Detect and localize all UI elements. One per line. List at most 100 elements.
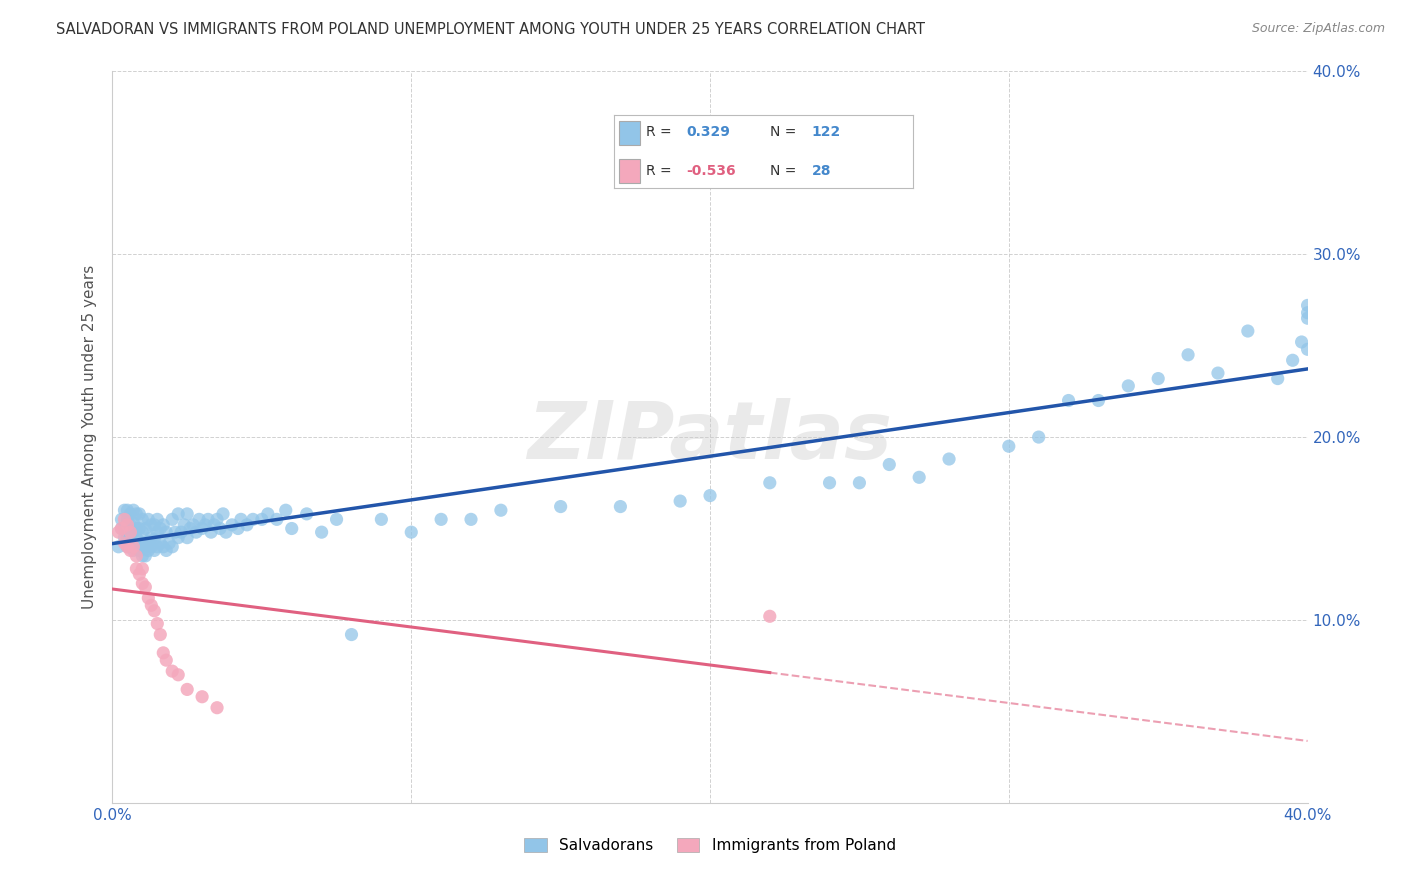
Point: [131, 525, 153, 540]
Point: [152, 540, 174, 554]
Point: [759, 609, 782, 624]
Point: [131, 540, 153, 554]
Point: [430, 512, 453, 526]
Point: [110, 521, 132, 535]
Point: [125, 549, 148, 563]
FancyBboxPatch shape: [619, 159, 640, 183]
Point: [117, 540, 139, 554]
Point: [107, 525, 129, 540]
Point: [759, 475, 782, 490]
Point: [114, 536, 135, 550]
Point: [176, 682, 198, 697]
Point: [122, 525, 145, 540]
Point: [176, 507, 198, 521]
Text: 122: 122: [811, 126, 841, 139]
Point: [609, 500, 631, 514]
Point: [117, 512, 139, 526]
Point: [141, 517, 163, 532]
Point: [114, 531, 135, 545]
Point: [212, 507, 235, 521]
Point: [141, 531, 163, 545]
Point: [998, 439, 1021, 453]
Point: [125, 562, 148, 576]
Point: [146, 512, 169, 526]
Point: [128, 543, 150, 558]
Point: [295, 507, 318, 521]
Point: [114, 521, 135, 535]
Point: [155, 653, 177, 667]
FancyBboxPatch shape: [619, 120, 640, 145]
Point: [149, 627, 172, 641]
Point: [120, 517, 142, 532]
Point: [236, 517, 259, 532]
Point: [114, 512, 135, 526]
Point: [152, 517, 174, 532]
Point: [176, 531, 198, 545]
Point: [818, 475, 841, 490]
Point: [141, 540, 163, 554]
Point: [146, 525, 169, 540]
Point: [205, 700, 228, 714]
Point: [122, 536, 145, 550]
Point: [122, 540, 145, 554]
Point: [120, 525, 142, 540]
Point: [117, 517, 139, 532]
Point: [122, 503, 145, 517]
Point: [281, 521, 304, 535]
Point: [138, 534, 160, 549]
Text: N =: N =: [770, 126, 796, 139]
Point: [131, 562, 153, 576]
Point: [848, 475, 870, 490]
Point: [120, 507, 142, 521]
Point: [146, 540, 169, 554]
Point: [250, 512, 273, 526]
Point: [699, 489, 721, 503]
Point: [1296, 343, 1319, 357]
Point: [146, 616, 169, 631]
Point: [131, 576, 153, 591]
Point: [938, 452, 960, 467]
Point: [138, 543, 160, 558]
Point: [117, 531, 139, 545]
Point: [186, 525, 208, 540]
Point: [669, 494, 692, 508]
Text: 0.329: 0.329: [686, 126, 730, 139]
Point: [370, 512, 392, 526]
Point: [202, 517, 225, 532]
Point: [191, 521, 214, 535]
Point: [1087, 393, 1109, 408]
Point: [188, 512, 211, 526]
Point: [120, 540, 142, 554]
Point: [128, 521, 150, 535]
Point: [141, 599, 163, 613]
Point: [1296, 311, 1319, 326]
Point: [143, 543, 166, 558]
Point: [179, 521, 201, 535]
Point: [143, 533, 166, 547]
Point: [165, 525, 187, 540]
Point: [1296, 306, 1319, 320]
Point: [131, 512, 153, 526]
Text: 28: 28: [811, 164, 831, 178]
Point: [143, 517, 166, 532]
Point: [149, 536, 172, 550]
Point: [117, 540, 139, 554]
Point: [138, 512, 160, 526]
Point: [143, 604, 166, 618]
Y-axis label: Unemployment Among Youth under 25 years: Unemployment Among Youth under 25 years: [82, 265, 97, 609]
Point: [460, 512, 482, 526]
Point: [122, 516, 145, 530]
Point: [1296, 298, 1319, 312]
Point: [266, 512, 288, 526]
Point: [226, 521, 249, 535]
Point: [128, 534, 150, 549]
Point: [1206, 366, 1229, 380]
Point: [120, 543, 142, 558]
Point: [134, 521, 156, 535]
Point: [117, 503, 139, 517]
Point: [229, 512, 252, 526]
Point: [162, 540, 183, 554]
Legend: Salvadorans, Immigrants from Poland: Salvadorans, Immigrants from Poland: [516, 830, 904, 861]
Point: [167, 667, 190, 681]
Point: [215, 525, 238, 540]
